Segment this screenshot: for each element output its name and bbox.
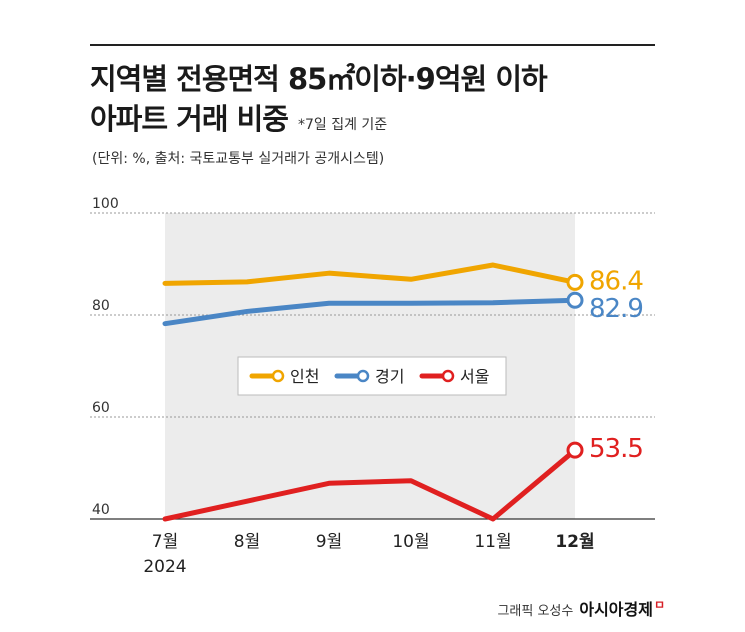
top-rule	[90, 44, 655, 46]
series-end-label-경기: 82.9	[589, 294, 643, 324]
x-year-label: 2024	[143, 557, 186, 577]
legend-label-경기: 경기	[375, 367, 404, 386]
legend-swatch-marker-경기	[356, 369, 370, 383]
legend-label-인천: 인천	[290, 367, 319, 386]
chart-title-line2-text: 아파트 거래 비중	[90, 102, 289, 136]
x-tick-label: 12월	[555, 532, 594, 552]
series-end-point-경기	[566, 291, 584, 309]
legend-swatch-marker-인천	[271, 369, 285, 383]
brand-mark-icon: ㅁ	[653, 598, 665, 612]
series-end-label-인천: 86.4	[589, 266, 643, 296]
x-tick-label: 7월	[152, 532, 178, 552]
y-tick-label-60: 60	[92, 400, 110, 416]
credit: 그래픽 오성수 아시아경제ㅁ	[497, 596, 665, 620]
unit-source-label: (단위: %, 출처: 국토교통부 실거래가 공개시스템)	[92, 151, 385, 167]
y-tick-label-40: 40	[92, 502, 110, 518]
legend-swatch-marker-서울	[441, 369, 455, 383]
series-line-인천	[162, 262, 578, 286]
chart-title-line1: 지역별 전용면적 85㎡이하·9억원 이하	[90, 62, 548, 96]
credit-brand: 아시아경제	[579, 600, 653, 619]
chart-title-line2: 아파트 거래 비중 *7일 집계 기준	[90, 96, 387, 138]
series-line-서울	[162, 447, 578, 522]
legend-label-서울: 서울	[460, 367, 489, 386]
credit-graphic: 그래픽 오성수	[497, 604, 574, 619]
x-tick-label: 8월	[234, 532, 260, 552]
x-tick-label: 9월	[316, 532, 342, 552]
chart-note: *7일 집계 기준	[297, 117, 388, 133]
series-line-경기	[162, 297, 578, 327]
series-end-point-인천	[566, 273, 584, 291]
y-tick-label-80: 80	[92, 298, 110, 314]
series-end-point-서울	[566, 441, 584, 459]
x-tick-label: 10월	[392, 532, 429, 552]
y-tick-label-100: 100	[92, 196, 119, 212]
x-tick-label: 11월	[474, 532, 511, 552]
series-end-label-서울: 53.5	[589, 434, 643, 464]
legend-box	[237, 356, 507, 396]
